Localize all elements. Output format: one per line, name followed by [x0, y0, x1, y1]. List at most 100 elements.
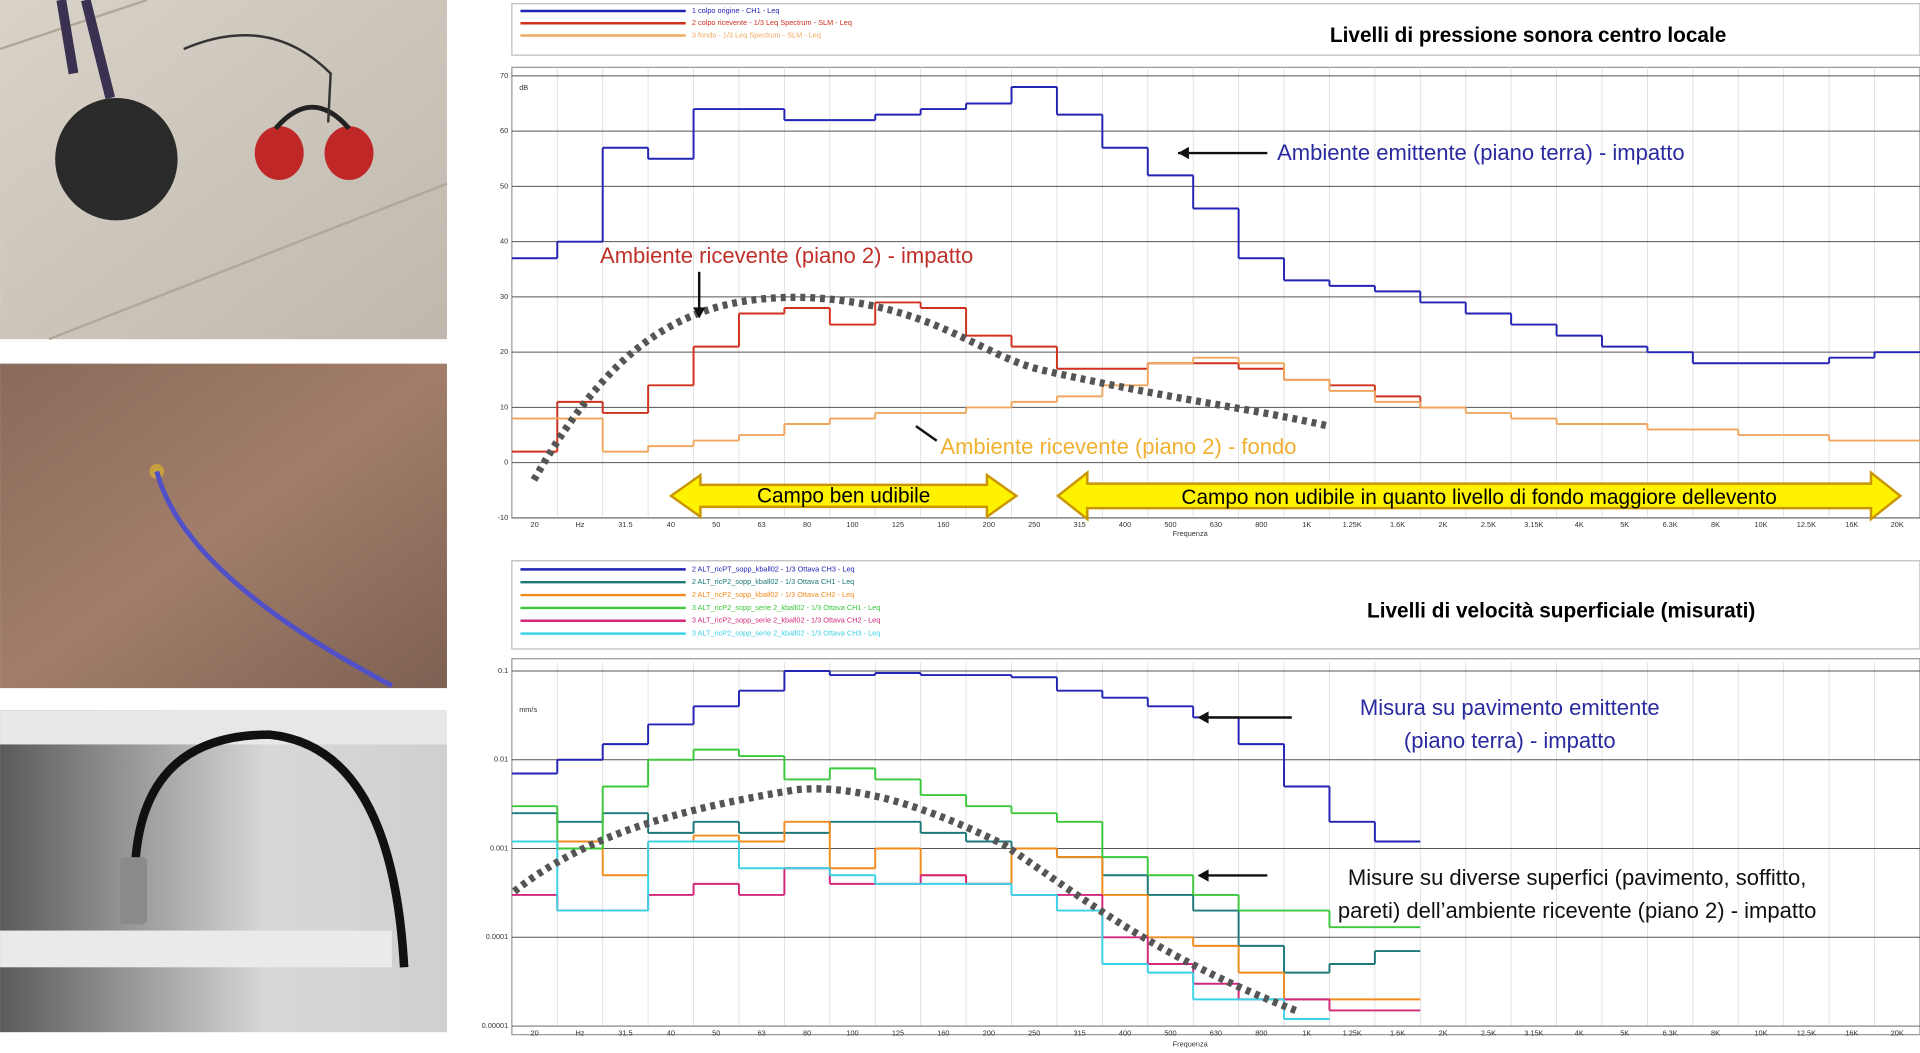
chart-title: Livelli di velocità superficiale (misura…	[1367, 600, 1755, 623]
plot-area	[511, 66, 1920, 519]
legend-label: 1 colpo origine - CH1 - Leq	[692, 6, 780, 15]
x-tick-label: 100	[846, 520, 858, 529]
x-tick-label: 315	[1074, 520, 1086, 529]
x-tick-label: 12.5K	[1797, 520, 1816, 529]
legend-label: 2 ALT_ricP2_sopp_kball02 - 1/3 Ottava CH…	[692, 590, 854, 599]
legend-label: 2 ALT_ricPT_sopp_kball02 - 1/3 Ottava CH…	[692, 564, 855, 573]
x-tick-label: 125	[892, 520, 904, 529]
x-tick-label: 800	[1255, 520, 1267, 529]
x-tick-label: 1.25K	[1343, 520, 1362, 529]
annotation: pareti) dell’ambiente ricevente (piano 2…	[1338, 898, 1816, 923]
y-tick-label: 0.0001	[486, 932, 508, 941]
trend-curve	[530, 293, 1330, 482]
x-tick-label: 160	[937, 520, 949, 529]
annotation: (piano terra) - impatto	[1404, 728, 1616, 753]
annotation: Misura su pavimento emittente	[1360, 695, 1660, 720]
x-tick-label: 20	[530, 520, 538, 529]
x-tick-label: 400	[1119, 520, 1131, 529]
x-tick-label: 200	[983, 520, 995, 529]
legend-label: 3 ALT_ricP2_sopp_serie 2_kball02 - 1/3 O…	[692, 629, 880, 638]
x-tick-label: 6.3K	[1663, 520, 1678, 529]
legend-label: 3 fondo - 1/3 Leq Spectrum - SLM - Leq	[692, 30, 821, 39]
y-tick-label: 0.001	[490, 843, 508, 852]
x-tick-label: 1K	[1302, 1028, 1311, 1037]
x-tick-label: 63	[758, 1028, 766, 1037]
chart-title: Livelli di pressione sonora centro local…	[1330, 24, 1726, 47]
x-tick-label: 2K	[1439, 520, 1448, 529]
y-tick-label: 0	[504, 458, 508, 467]
annotation: Misure su diverse superfici (pavimento, …	[1348, 865, 1806, 890]
x-tick-label: 500	[1164, 520, 1176, 529]
x-tick-label: 16K	[1845, 1028, 1858, 1037]
range-arrow	[668, 472, 1019, 520]
y-tick-label: 0.00001	[482, 1021, 508, 1030]
x-tick-label: 8K	[1711, 520, 1720, 529]
x-tick-label: 1.6K	[1390, 520, 1405, 529]
x-tick-label: 800	[1255, 1028, 1267, 1037]
x-tick-label: 6.3K	[1663, 1028, 1678, 1037]
x-tick-label: 80	[803, 520, 811, 529]
legend-label: 2 ALT_ricP2_sopp_kball02 - 1/3 Ottava CH…	[692, 577, 854, 586]
y-tick-label: 10	[500, 402, 508, 411]
annotation: Campo non udibile in quanto livello di f…	[1181, 486, 1776, 509]
x-tick-label: 50	[712, 520, 720, 529]
x-tick-label: 160	[937, 1028, 949, 1037]
annotation: Campo ben udibile	[757, 485, 930, 508]
x-tick-label: 31.5	[618, 520, 632, 529]
photo-accelerometer-ceiling	[0, 710, 447, 1033]
x-tick-label: 1.6K	[1390, 1028, 1405, 1037]
x-tick-label: 630	[1210, 1028, 1222, 1037]
x-tick-label: 40	[667, 1028, 675, 1037]
x-tick-label: 125	[892, 1028, 904, 1037]
x-tick-label: 8K	[1711, 1028, 1720, 1037]
x-tick-label: Hz	[576, 520, 585, 529]
photo-accelerometer-floor	[0, 363, 447, 689]
y-tick-label: 0.1	[498, 666, 508, 675]
annotation: Ambiente ricevente (piano 2) - impatto	[600, 243, 973, 268]
x-tick-label: 5K	[1620, 1028, 1629, 1037]
x-tick-label: 3.15K	[1524, 520, 1543, 529]
x-tick-label: 250	[1028, 1028, 1040, 1037]
x-tick-label: 80	[803, 1028, 811, 1037]
trend-curve	[512, 785, 1300, 1015]
x-tick-label: 2.5K	[1481, 520, 1496, 529]
x-tick-label: 5K	[1620, 520, 1629, 529]
legend-label: 3 ALT_ricP2_sopp_serie 2_kball02 - 1/3 O…	[692, 603, 880, 612]
x-tick-label: 100	[846, 1028, 858, 1037]
x-tick-label: 20K	[1891, 1028, 1904, 1037]
x-tick-label: 10K	[1754, 520, 1767, 529]
legend-box	[511, 560, 1920, 650]
y-tick-label: 20	[500, 347, 508, 356]
x-axis-label: Frequenza	[1173, 1039, 1209, 1048]
y-tick-label: 50	[500, 181, 508, 190]
range-arrow	[1055, 470, 1903, 522]
annotation: Ambiente ricevente (piano 2) - fondo	[940, 434, 1296, 459]
x-tick-label: 200	[983, 1028, 995, 1037]
x-tick-label: 12.5K	[1797, 1028, 1816, 1037]
x-tick-label: 400	[1119, 1028, 1131, 1037]
x-tick-label: 4K	[1575, 520, 1584, 529]
x-tick-label: 315	[1074, 1028, 1086, 1037]
y-tick-label: -10	[498, 513, 509, 522]
x-tick-label: 2K	[1439, 1028, 1448, 1037]
y-tick-label: 0.01	[494, 755, 508, 764]
x-tick-label: 20	[530, 1028, 538, 1037]
y-unit: dB	[519, 83, 528, 92]
x-tick-label: 2.5K	[1481, 1028, 1496, 1037]
x-tick-label: 250	[1028, 520, 1040, 529]
x-tick-label: 4K	[1575, 1028, 1584, 1037]
x-tick-label: 16K	[1845, 520, 1858, 529]
y-tick-label: 30	[500, 292, 508, 301]
x-tick-label: 3.15K	[1524, 1028, 1543, 1037]
x-tick-label: 10K	[1754, 1028, 1767, 1037]
x-axis-label: Frequenza	[1173, 529, 1209, 538]
x-tick-label: 50	[712, 1028, 720, 1037]
x-tick-label: 20K	[1891, 520, 1904, 529]
x-tick-label: 40	[667, 520, 675, 529]
x-tick-label: 1.25K	[1343, 1028, 1362, 1037]
legend-label: 3 ALT_ricP2_sopp_serie 2_kball02 - 1/3 O…	[692, 616, 880, 625]
annotation: Ambiente emittente (piano terra) - impat…	[1277, 140, 1684, 165]
x-tick-label: 500	[1164, 1028, 1176, 1037]
x-tick-label: Hz	[576, 1028, 585, 1037]
y-tick-label: 40	[500, 237, 508, 246]
